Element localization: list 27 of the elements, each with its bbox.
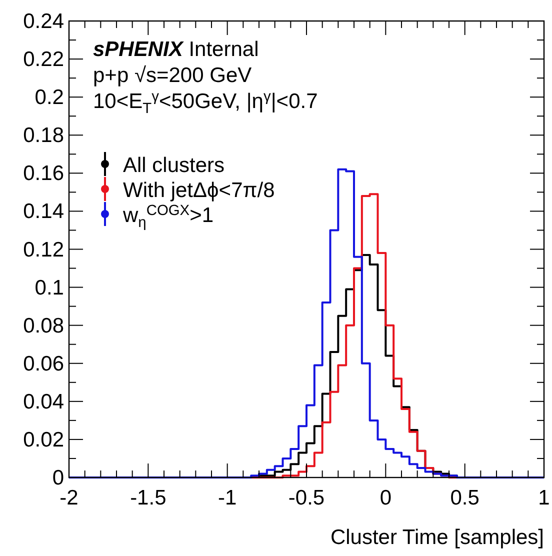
y-tick-label: 0.18 xyxy=(23,124,64,148)
legend-label: w$_{η}$$^{COGX}$>1 xyxy=(122,203,214,230)
y-tick-label: 0 xyxy=(52,466,64,490)
x-tick-label: -1.5 xyxy=(130,486,166,510)
y-tick-label: 0.08 xyxy=(23,314,64,338)
y-tick-label: 0.06 xyxy=(23,352,64,376)
annotation: sPHENIX Internal xyxy=(93,38,259,61)
x-tick-label: -1 xyxy=(218,486,237,510)
y-tick-label: 0.24 xyxy=(23,10,64,33)
y-tick-label: 0.02 xyxy=(23,428,64,452)
y-tick-label: 0.04 xyxy=(23,390,64,414)
y-tick-label: 0.22 xyxy=(23,48,64,72)
y-tick-label: 0.1 xyxy=(34,276,64,300)
y-tick-label: 0.2 xyxy=(34,86,64,110)
x-tick-label: -2 xyxy=(60,486,78,510)
x-tick-label: 0 xyxy=(380,486,392,510)
legend-label: With jetΔϕ<7π/8 xyxy=(123,179,275,202)
x-axis-title: Cluster Time [samples] xyxy=(330,526,544,549)
legend-label: All clusters xyxy=(123,154,225,177)
x-tick-label: 0.5 xyxy=(450,486,480,510)
y-tick-label: 0.14 xyxy=(23,200,64,224)
annotation: 10<E$_{T}$$^{γ}$<50GeV, |η$^{γ}$|<0.7 xyxy=(93,89,318,116)
annotation: p+p √s=200 GeV xyxy=(93,64,252,87)
y-tick-label: 0.12 xyxy=(23,238,64,262)
x-tick-label: -0.5 xyxy=(288,486,325,510)
x-tick-label: 1 xyxy=(538,486,550,510)
y-tick-label: 0.16 xyxy=(23,162,64,186)
